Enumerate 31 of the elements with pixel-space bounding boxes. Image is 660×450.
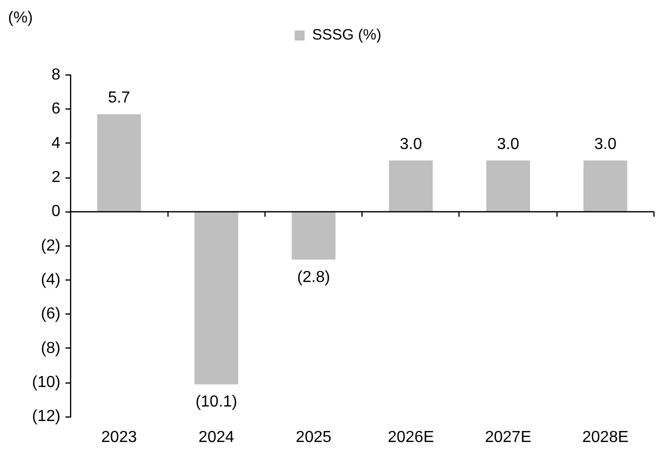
data-label: (10.1) [195, 394, 238, 411]
x-tick-label: 2023 [101, 428, 137, 446]
x-tick-label: 2027E [484, 428, 532, 446]
y-tick-label: (12) [32, 408, 60, 426]
data-label: 3.0 [594, 136, 617, 153]
y-tick-label: (10) [32, 374, 60, 392]
bar [388, 160, 433, 212]
data-label: 3.0 [400, 136, 422, 153]
y-tick-label: (6) [40, 306, 60, 323]
y-tick-label: 2 [52, 168, 61, 186]
bar [486, 160, 530, 212]
y-axis-title: (%) [8, 9, 33, 26]
y-tick-label: (4) [40, 271, 60, 288]
y-tick-label: 0 [52, 203, 61, 220]
x-tick-label: 2024 [198, 428, 234, 446]
data-label: (2.8) [297, 268, 330, 286]
bar [194, 212, 238, 384]
y-tick-label: (2) [40, 237, 60, 254]
y-tick-label: (8) [40, 340, 60, 357]
y-tick-label: 6 [52, 100, 61, 118]
y-tick-label: 8 [52, 66, 61, 84]
x-tick-label: 2025 [296, 428, 332, 446]
bar [292, 212, 336, 260]
data-label: 3.0 [496, 136, 520, 153]
x-tick-label: 2026E [388, 428, 434, 446]
data-label: 5.7 [108, 90, 130, 107]
x-tick-label: 2028E [582, 428, 629, 446]
y-tick-label: 4 [52, 134, 61, 152]
legend-label: SSSG (%) [312, 26, 382, 44]
bar [583, 160, 628, 212]
bar [97, 114, 141, 212]
